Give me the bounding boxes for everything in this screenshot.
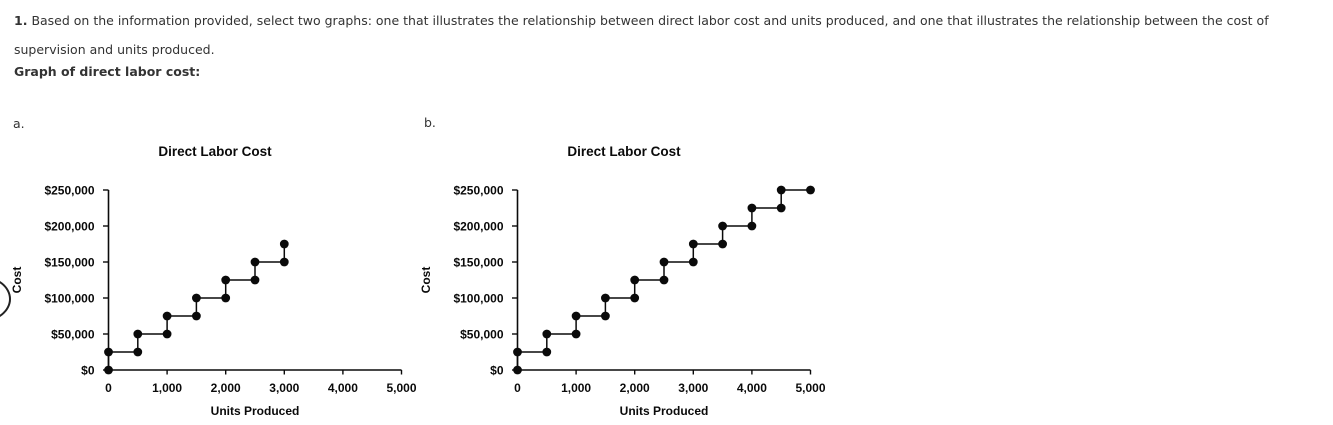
data-point: [513, 347, 522, 357]
question-body: Based on the information provided, selec…: [14, 13, 1269, 57]
data-point: [192, 293, 201, 303]
data-point: [162, 329, 172, 339]
x-tick-label: 2,000: [620, 381, 650, 395]
data-point: [221, 275, 231, 285]
x-tick-label: 5,000: [386, 381, 416, 395]
y-tick-label: $100,000: [453, 292, 503, 306]
x-axis-title: Units Produced: [620, 404, 709, 418]
x-tick-label: 1,000: [152, 381, 182, 395]
x-tick-label: 5,000: [795, 381, 825, 395]
data-point: [718, 221, 727, 231]
chart-title: Direct Labor Cost: [567, 144, 681, 159]
chart-title: Direct Labor Cost: [158, 144, 272, 159]
x-axis-title: Units Produced: [211, 404, 300, 418]
data-point: [513, 365, 522, 375]
y-tick-label: $250,000: [453, 184, 503, 198]
option-label-b[interactable]: b.: [424, 115, 436, 130]
y-tick-label: $200,000: [44, 220, 94, 234]
y-tick-label: $100,000: [44, 292, 94, 306]
y-tick-label: $250,000: [44, 184, 94, 198]
option-label-a[interactable]: a.: [13, 116, 25, 131]
data-point: [776, 185, 786, 195]
x-tick-label: 0: [514, 381, 521, 395]
data-point: [279, 257, 289, 267]
data-point: [601, 293, 610, 303]
data-point: [133, 347, 143, 357]
data-point: [133, 329, 143, 339]
data-point: [279, 239, 289, 249]
x-tick-label: 0: [105, 381, 112, 395]
y-tick-label: $0: [81, 364, 95, 378]
x-tick-label: 3,000: [678, 381, 708, 395]
data-point: [659, 257, 669, 267]
x-tick-label: 4,000: [328, 381, 358, 395]
data-point: [688, 239, 698, 249]
y-tick-label: $150,000: [453, 256, 503, 270]
data-point: [542, 347, 552, 357]
data-point: [630, 293, 640, 303]
data-point: [601, 311, 610, 321]
question-text: 1. Based on the information provided, se…: [14, 6, 1321, 64]
data-point: [162, 311, 172, 321]
data-point: [250, 275, 260, 285]
chart-option-a[interactable]: Direct Labor Cost $0 $50,000 $100,000 $150,0…: [0, 133, 421, 425]
data-point: [806, 185, 815, 195]
data-point: [718, 239, 727, 249]
data-point: [630, 275, 640, 285]
y-tick-label: $150,000: [44, 256, 94, 270]
data-point: [747, 203, 757, 213]
y-tick-label: $0: [490, 364, 504, 378]
data-point: [104, 347, 113, 357]
y-tick-label: $50,000: [51, 328, 95, 342]
x-tick-label: 3,000: [269, 381, 299, 395]
data-point: [192, 311, 201, 321]
data-point: [776, 203, 786, 213]
y-tick-label: $50,000: [460, 328, 504, 342]
x-tick-label: 1,000: [561, 381, 591, 395]
graph-section-heading: Graph of direct labor cost:: [14, 64, 201, 79]
y-axis-title: Cost: [10, 267, 24, 294]
x-tick-label: 2,000: [211, 381, 241, 395]
data-point: [659, 275, 669, 285]
data-point: [221, 293, 231, 303]
chart-option-b[interactable]: Direct Labor Cost $0 $50,000 $100,000 $150,0…: [409, 133, 830, 425]
data-point: [688, 257, 698, 267]
data-point: [542, 329, 552, 339]
y-axis-title: Cost: [419, 267, 433, 294]
question-number: 1.: [14, 13, 28, 28]
data-point: [747, 221, 757, 231]
data-point: [250, 257, 260, 267]
x-tick-label: 4,000: [737, 381, 767, 395]
y-tick-label: $200,000: [453, 220, 503, 234]
data-point: [571, 329, 581, 339]
data-point: [571, 311, 581, 321]
data-point: [104, 365, 113, 375]
